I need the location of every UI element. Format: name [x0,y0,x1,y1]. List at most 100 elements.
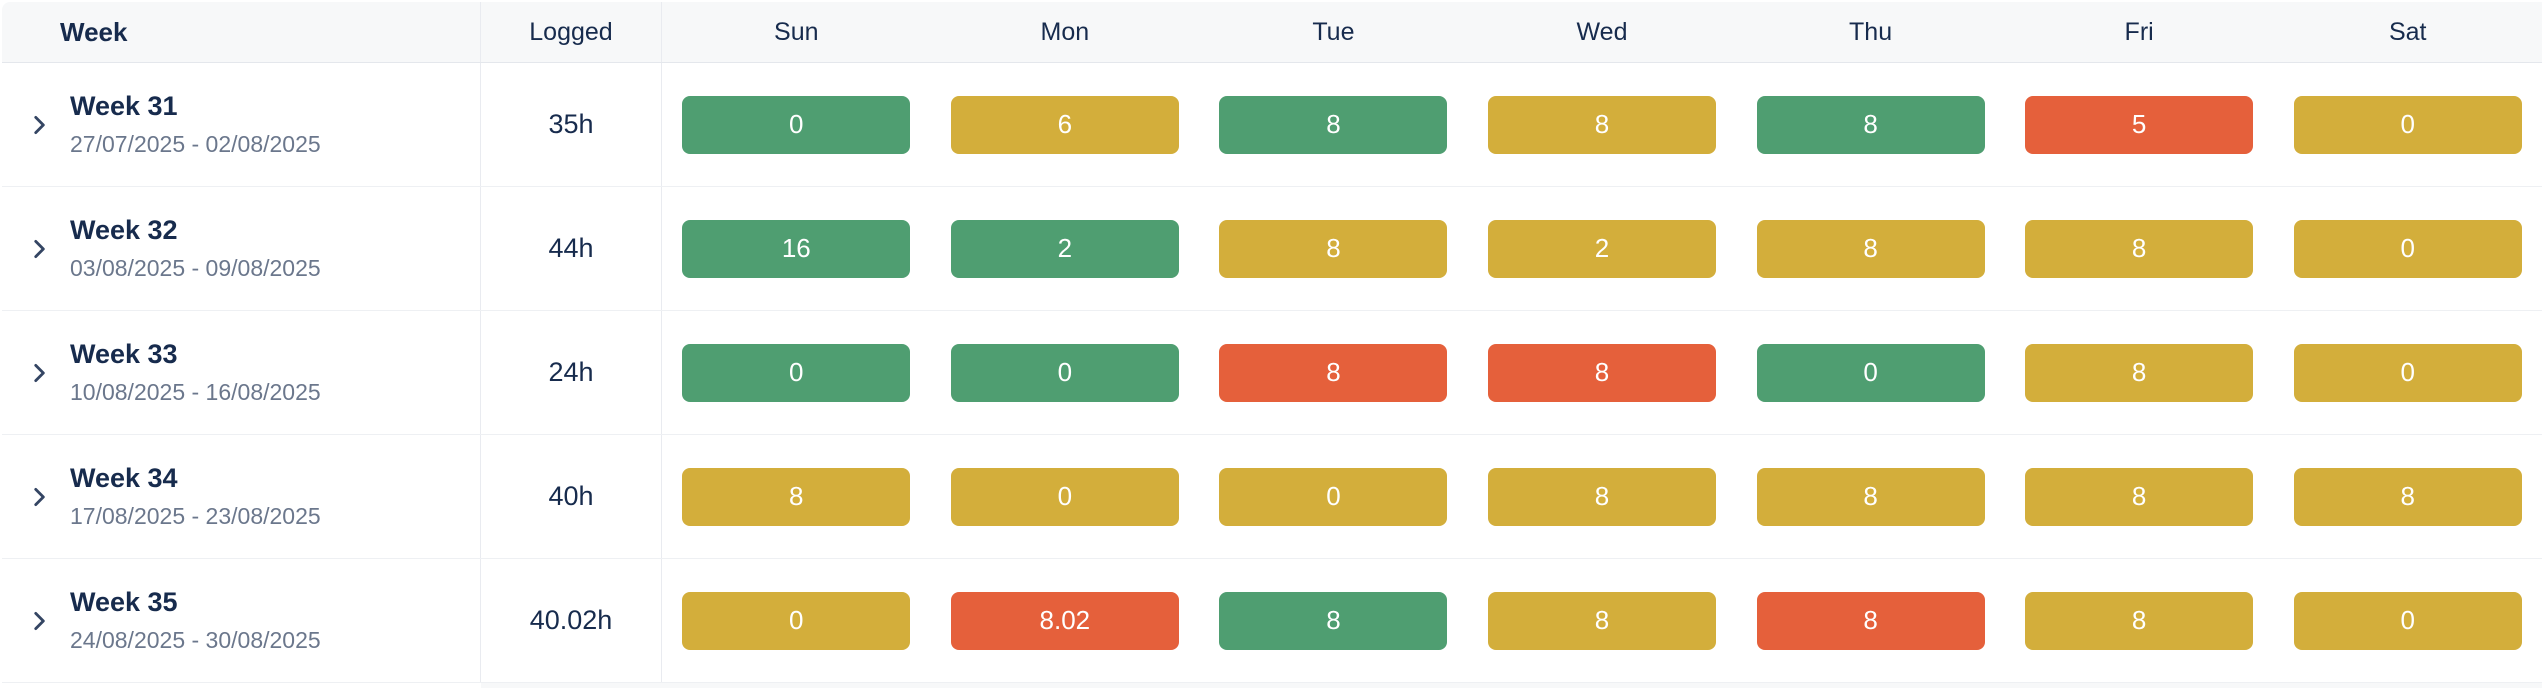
day-cell-wed: 8 [1468,311,1737,434]
day-cell-tue: 0 [1199,435,1468,558]
day-cell-tue: 8 [1199,63,1468,186]
day-hours-pill[interactable]: 8.02 [950,591,1179,650]
chevron-right-icon[interactable] [26,112,52,138]
day-hours-pill[interactable]: 8 [682,467,911,526]
day-hours-pill[interactable]: 8 [2025,219,2254,278]
day-hours-pill[interactable]: 8 [1756,219,1985,278]
week-title: Week 33 [70,339,178,369]
chevron-right-icon[interactable] [26,608,52,634]
day-hours-pill[interactable]: 0 [2293,219,2522,278]
column-header-mon: Mon [1040,17,1090,46]
sliver-week-cell [2,683,481,688]
day-hours-pill[interactable]: 0 [2293,591,2522,650]
day-cell-thu: 8 [1736,187,2005,310]
table-row-week-34: Week 34 17/08/2025 - 23/08/2025 40h 8 0 … [2,435,2542,559]
day-hours-pill[interactable]: 0 [950,343,1179,402]
day-hours-pill[interactable]: 8 [1219,591,1448,650]
day-cell-tue: 8 [1199,187,1468,310]
week-expander-cell[interactable]: Week 33 10/08/2025 - 16/08/2025 [2,311,481,434]
day-hours-pill[interactable]: 8 [1756,95,1985,154]
week-date-range: 03/08/2025 - 09/08/2025 [70,255,321,281]
day-hours-pill[interactable]: 8 [1756,467,1985,526]
column-header-wed: Wed [1576,17,1628,46]
day-cell-fri: 8 [2005,559,2274,682]
week-expander-cell[interactable]: Week 31 27/07/2025 - 02/08/2025 [2,63,481,186]
day-hours-pill[interactable]: 8 [2293,467,2522,526]
logged-hours: 35h [481,63,662,186]
day-hours-pill[interactable]: 0 [682,343,911,402]
day-cell-mon: 6 [931,63,1200,186]
day-cell-sat: 0 [2273,311,2542,434]
day-hours-pill[interactable]: 0 [1756,343,1985,402]
day-hours-pill[interactable]: 2 [950,219,1179,278]
column-header-sat: Sat [2388,17,2427,46]
week-title: Week 32 [70,215,178,245]
table-row-week-31: Week 31 27/07/2025 - 02/08/2025 35h 0 6 … [2,63,2542,187]
chevron-right-icon[interactable] [26,360,52,386]
week-date-range: 24/08/2025 - 30/08/2025 [70,627,321,653]
day-cell-fri: 8 [2005,187,2274,310]
week-date-range: 10/08/2025 - 16/08/2025 [70,379,321,405]
day-hours-pill[interactable]: 8 [1756,591,1985,650]
day-hours-pill[interactable]: 0 [950,467,1179,526]
day-cell-fri: 8 [2005,435,2274,558]
day-cell-sat: 0 [2273,187,2542,310]
day-hours-pill[interactable]: 8 [1487,591,1716,650]
week-title: Week 35 [70,587,178,617]
logged-hours: 44h [481,187,662,310]
week-expander-cell[interactable]: Week 32 03/08/2025 - 09/08/2025 [2,187,481,310]
day-hours-pill[interactable]: 0 [2293,95,2522,154]
day-hours-pill[interactable]: 8 [2025,591,2254,650]
day-cell-thu: 8 [1736,63,2005,186]
day-cell-sat: 0 [2273,63,2542,186]
week-title: Week 31 [70,91,178,121]
day-hours-pill[interactable]: 8 [1487,95,1716,154]
week-expander-cell[interactable]: Week 35 24/08/2025 - 30/08/2025 [2,559,481,682]
day-cell-wed: 8 [1468,559,1737,682]
week-title: Week 34 [70,463,178,493]
week-date-range: 27/07/2025 - 02/08/2025 [70,131,321,157]
day-hours-pill[interactable]: 5 [2025,95,2254,154]
day-cell-thu: 0 [1736,311,2005,434]
column-header-tue: Tue [1312,17,1355,46]
day-cell-mon: 8.02 [931,559,1200,682]
logged-hours: 40h [481,435,662,558]
day-cell-sun: 0 [662,63,931,186]
day-hours-pill[interactable]: 2 [1487,219,1716,278]
day-cell-tue: 8 [1199,559,1468,682]
day-hours-pill[interactable]: 0 [2293,343,2522,402]
chevron-right-icon[interactable] [26,236,52,262]
day-hours-pill[interactable]: 8 [2025,343,2254,402]
day-hours-pill[interactable]: 0 [682,95,911,154]
day-hours-pill[interactable]: 8 [2025,467,2254,526]
day-cell-wed: 2 [1468,187,1737,310]
day-cell-thu: 8 [1736,559,2005,682]
day-hours-pill[interactable]: 8 [1487,343,1716,402]
day-cell-wed: 8 [1468,63,1737,186]
day-hours-pill[interactable]: 0 [1219,467,1448,526]
day-cell-sun: 0 [662,311,931,434]
day-cell-tue: 8 [1199,311,1468,434]
table-row-week-32: Week 32 03/08/2025 - 09/08/2025 44h 16 2… [2,187,2542,311]
day-cell-fri: 8 [2005,311,2274,434]
column-header-week: Week [2,2,481,62]
day-hours-pill[interactable]: 6 [950,95,1179,154]
column-header-logged: Logged [481,2,662,62]
table-header-row: Week Logged Sun Mon Tue Wed Thu Fri Sat [2,2,2542,63]
day-cell-sun: 8 [662,435,931,558]
day-cell-wed: 8 [1468,435,1737,558]
sliver-body [481,683,2542,688]
day-cell-fri: 5 [2005,63,2274,186]
chevron-right-icon[interactable] [26,484,52,510]
day-hours-pill[interactable]: 0 [682,591,911,650]
logged-hours: 24h [481,311,662,434]
next-section-sliver [2,683,2542,688]
day-hours-pill[interactable]: 8 [1219,219,1448,278]
week-expander-cell[interactable]: Week 34 17/08/2025 - 23/08/2025 [2,435,481,558]
day-hours-pill[interactable]: 8 [1487,467,1716,526]
day-hours-pill[interactable]: 8 [1219,343,1448,402]
day-hours-pill[interactable]: 16 [682,219,911,278]
day-hours-pill[interactable]: 8 [1219,95,1448,154]
day-cell-mon: 0 [931,435,1200,558]
day-cell-sun: 0 [662,559,931,682]
